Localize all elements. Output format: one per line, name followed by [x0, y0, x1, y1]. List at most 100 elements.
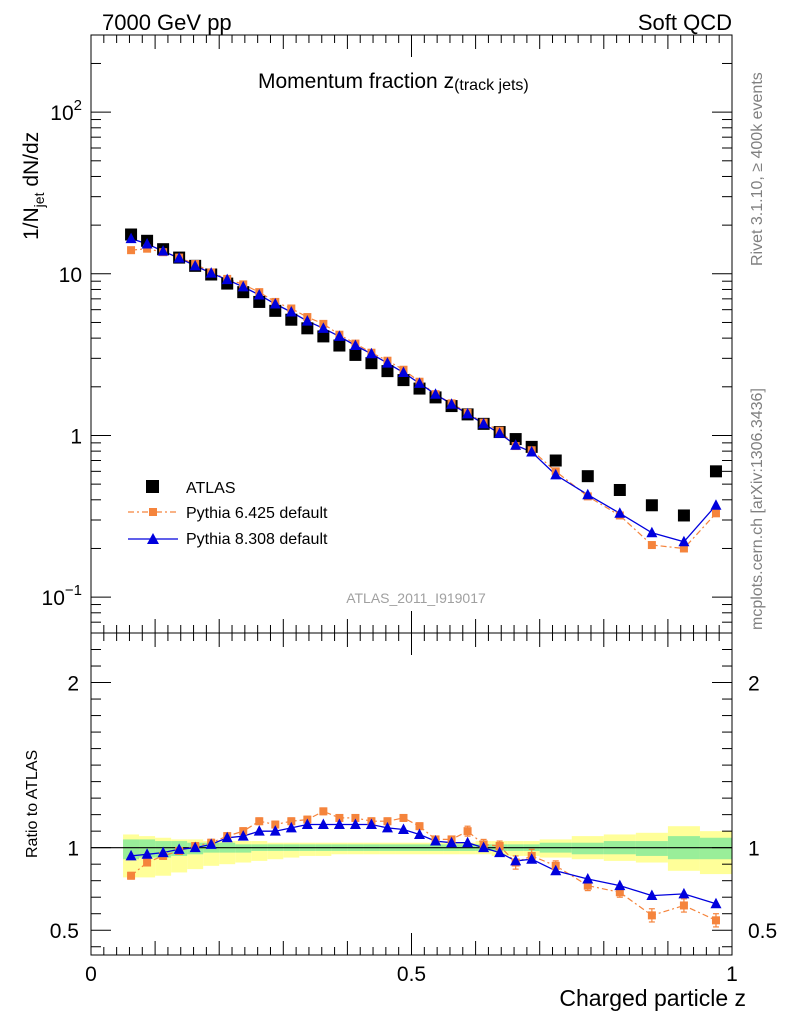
main-y-tick-label: 10 [59, 264, 82, 287]
main-y-tick-exp: −1 [65, 582, 82, 599]
ratio-y-tick-label-right: 1 [748, 838, 760, 861]
ratio-pythia8-point [462, 836, 474, 848]
pythia8-point [125, 232, 137, 244]
main-data-layer [125, 228, 722, 553]
pythia8-point [141, 237, 153, 249]
main-ylabel-sub: jet [31, 192, 47, 208]
ratio-pythia6-point [383, 817, 392, 826]
atlas-point [709, 465, 722, 478]
pythia6-point [711, 509, 720, 518]
ratio-pythia6-point [271, 820, 280, 829]
uncertainty-band-stat [123, 839, 140, 860]
pythia6-line [131, 248, 717, 550]
pythia6-point [143, 244, 152, 253]
x-axis-label: Charged particle z [559, 985, 746, 1011]
pythia8-point [269, 298, 281, 309]
ratio-pythia8-point [494, 846, 506, 858]
pythia8-point [221, 273, 233, 285]
ratio-pythia8-point [614, 879, 626, 891]
ratio-pythia6-point [399, 813, 408, 822]
ratio-pythia8-point [510, 854, 522, 866]
uncertainty-band-stat [635, 841, 668, 856]
x-tick-labels: 0 0.5 1 [85, 963, 738, 986]
ratio-pythia8-point [446, 836, 458, 848]
ratio-pythia6-point [463, 827, 472, 836]
pythia8-point [381, 357, 393, 368]
ratio-pythia6-point [679, 901, 688, 910]
ratio-pythia6-point [319, 807, 328, 816]
ratio-pythia8-point [269, 825, 281, 836]
main-y-tick-base: 10 [50, 102, 73, 125]
ratio-pythia8-point [550, 864, 562, 876]
ratio-pythia8-point [301, 818, 313, 830]
pythia8-point [189, 259, 201, 271]
main-y-tick-label: 1 [70, 425, 82, 448]
main-title-text: Momentum fraction z [258, 70, 454, 93]
ratio-pythia6-point [351, 813, 360, 822]
pythia8-point [301, 315, 313, 326]
ratio-pythia8-point [710, 897, 722, 909]
pythia6-point [647, 541, 656, 550]
ratio-pythia8-point [253, 825, 265, 836]
pythia8-point [205, 267, 217, 278]
atlas-point [613, 483, 626, 496]
ratio-pythia6-point [287, 817, 296, 826]
ratio-y-tick-label-right: 2 [748, 673, 760, 696]
ratio-pythia8-point [349, 818, 361, 830]
main-y-tick-base: 1 [70, 425, 82, 448]
pythia8-point [462, 407, 474, 419]
ratio-y-axis-label: Ratio to ATLAS [24, 750, 41, 858]
atlas-point [381, 365, 394, 378]
ratio-ticks [90, 632, 733, 955]
atlas-point [509, 433, 522, 446]
pythia8-point [646, 526, 658, 538]
atlas-point [365, 357, 378, 370]
ratio-frame [90, 632, 733, 956]
main-y-tick-base: 10 [59, 264, 82, 287]
ratio-pythia6-point [647, 911, 656, 920]
main-y-tick-label: 102 [50, 97, 82, 125]
pythia8-point [678, 535, 690, 547]
pythia8-point [550, 468, 562, 480]
legend-pythia8-marker [147, 533, 159, 544]
header-left: 7000 GeV pp [102, 10, 232, 35]
ratio-pythia6-point [255, 817, 264, 826]
pythia8-point [397, 366, 409, 378]
uncertainty-band-stat [571, 842, 604, 855]
legend-atlas-label: ATLAS [186, 480, 236, 497]
pythia8-point [526, 446, 538, 457]
ratio-pythia6-point [583, 881, 592, 890]
pythia8-point [333, 330, 345, 341]
main-y-tick-base: 10 [42, 587, 65, 610]
ratio-pythia8-point [430, 835, 442, 846]
ratio-pythia8-point [141, 848, 153, 859]
analysis-watermark: ATLAS_2011_I919017 [346, 590, 486, 606]
main-y-tick-label: 10−1 [42, 582, 82, 610]
ratio-pythia8-point [189, 841, 201, 853]
main-ticks [90, 34, 733, 634]
atlas-point [549, 454, 562, 467]
x-tick-label: 1 [726, 963, 738, 986]
ratio-pythia8-point [678, 887, 690, 899]
ratio-pythia6-point [127, 871, 136, 880]
ratio-pythia8-point [365, 818, 377, 830]
legend-atlas-marker [146, 480, 159, 493]
ratio-pythia8-point [414, 828, 426, 839]
ratio-pythia8-point [526, 853, 538, 864]
ratio-panel: 0.5 0.51 12 2 0 0.5 1 Ratio to ATLAS Charged … [24, 632, 777, 1011]
ratio-y-tick-label: 0.5 [50, 920, 79, 943]
main-ylabel-main: 1/N [20, 207, 43, 240]
pythia8-point [582, 488, 594, 500]
pythia8-point [365, 347, 377, 359]
ratio-pythia8-point [205, 838, 217, 849]
pythia8-point [494, 427, 506, 438]
ratio-pythia6-point [711, 916, 720, 925]
rivet-label: Rivet 3.1.10, ≥ 400k events [749, 72, 766, 266]
ratio-pythia8-point [478, 841, 490, 853]
atlas-point [285, 313, 298, 326]
ratio-y-tick-label: 2 [67, 673, 79, 696]
ratio-pythia8-point [381, 821, 393, 833]
ratio-pythia6-point [143, 858, 152, 867]
